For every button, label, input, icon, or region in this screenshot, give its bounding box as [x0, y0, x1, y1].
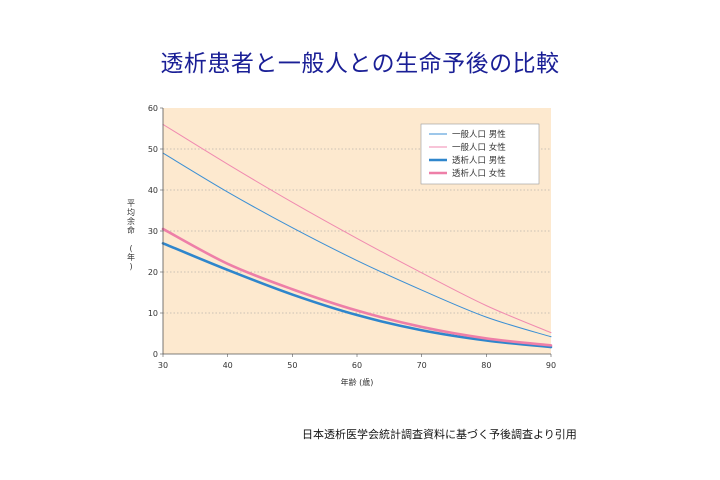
x-tick-label: 70: [417, 361, 427, 370]
y-tick-label: 40: [148, 186, 158, 195]
y-axis-label-char: 命: [127, 225, 135, 235]
x-axis-ticks: 30 40 50 60 70 80 90: [158, 354, 556, 370]
x-tick-label: 40: [223, 361, 233, 370]
x-tick-label: 30: [158, 361, 168, 370]
y-axis-label-char: 年: [127, 252, 135, 262]
series-line-4: [161, 227, 553, 347]
series-line-3: [161, 242, 553, 349]
x-tick-label: 50: [287, 361, 297, 370]
legend-label: 一般人口 女性: [452, 142, 506, 153]
x-axis-label: 年齢 (歳): [341, 377, 374, 387]
series-line-1: [162, 152, 552, 338]
y-axis-label-char: 平: [127, 199, 135, 208]
slide-title: 透析患者と一般人との生命予後の比較: [160, 51, 560, 77]
series-lines: [161, 123, 553, 349]
y-tick-label: 20: [148, 268, 158, 277]
y-tick-label: 10: [148, 309, 158, 318]
y-tick-label: 0: [153, 350, 158, 359]
y-tick-label: 60: [148, 104, 158, 113]
x-tick-label: 90: [546, 361, 556, 370]
y-axis-label-char: 余: [127, 216, 135, 226]
source-note: 日本透析医学会統計調査資料に基づく予後調査より引用: [302, 428, 577, 441]
y-axis-label-char: (: [129, 244, 132, 253]
legend-label: 一般人口 男性: [452, 129, 506, 140]
y-axis-label-char: ): [129, 262, 132, 271]
series-line-2: [162, 123, 552, 334]
x-tick-label: 60: [352, 361, 362, 370]
y-tick-label: 30: [148, 227, 158, 236]
x-tick-label: 80: [481, 361, 491, 370]
y-axis-label-char: 均: [127, 207, 135, 217]
y-axis-ticks: 0 10 20 30 40 50 60: [148, 104, 163, 359]
y-tick-label: 50: [148, 145, 158, 154]
legend-label: 透析人口 男性: [452, 155, 506, 166]
legend-label: 透析人口 女性: [452, 168, 506, 179]
